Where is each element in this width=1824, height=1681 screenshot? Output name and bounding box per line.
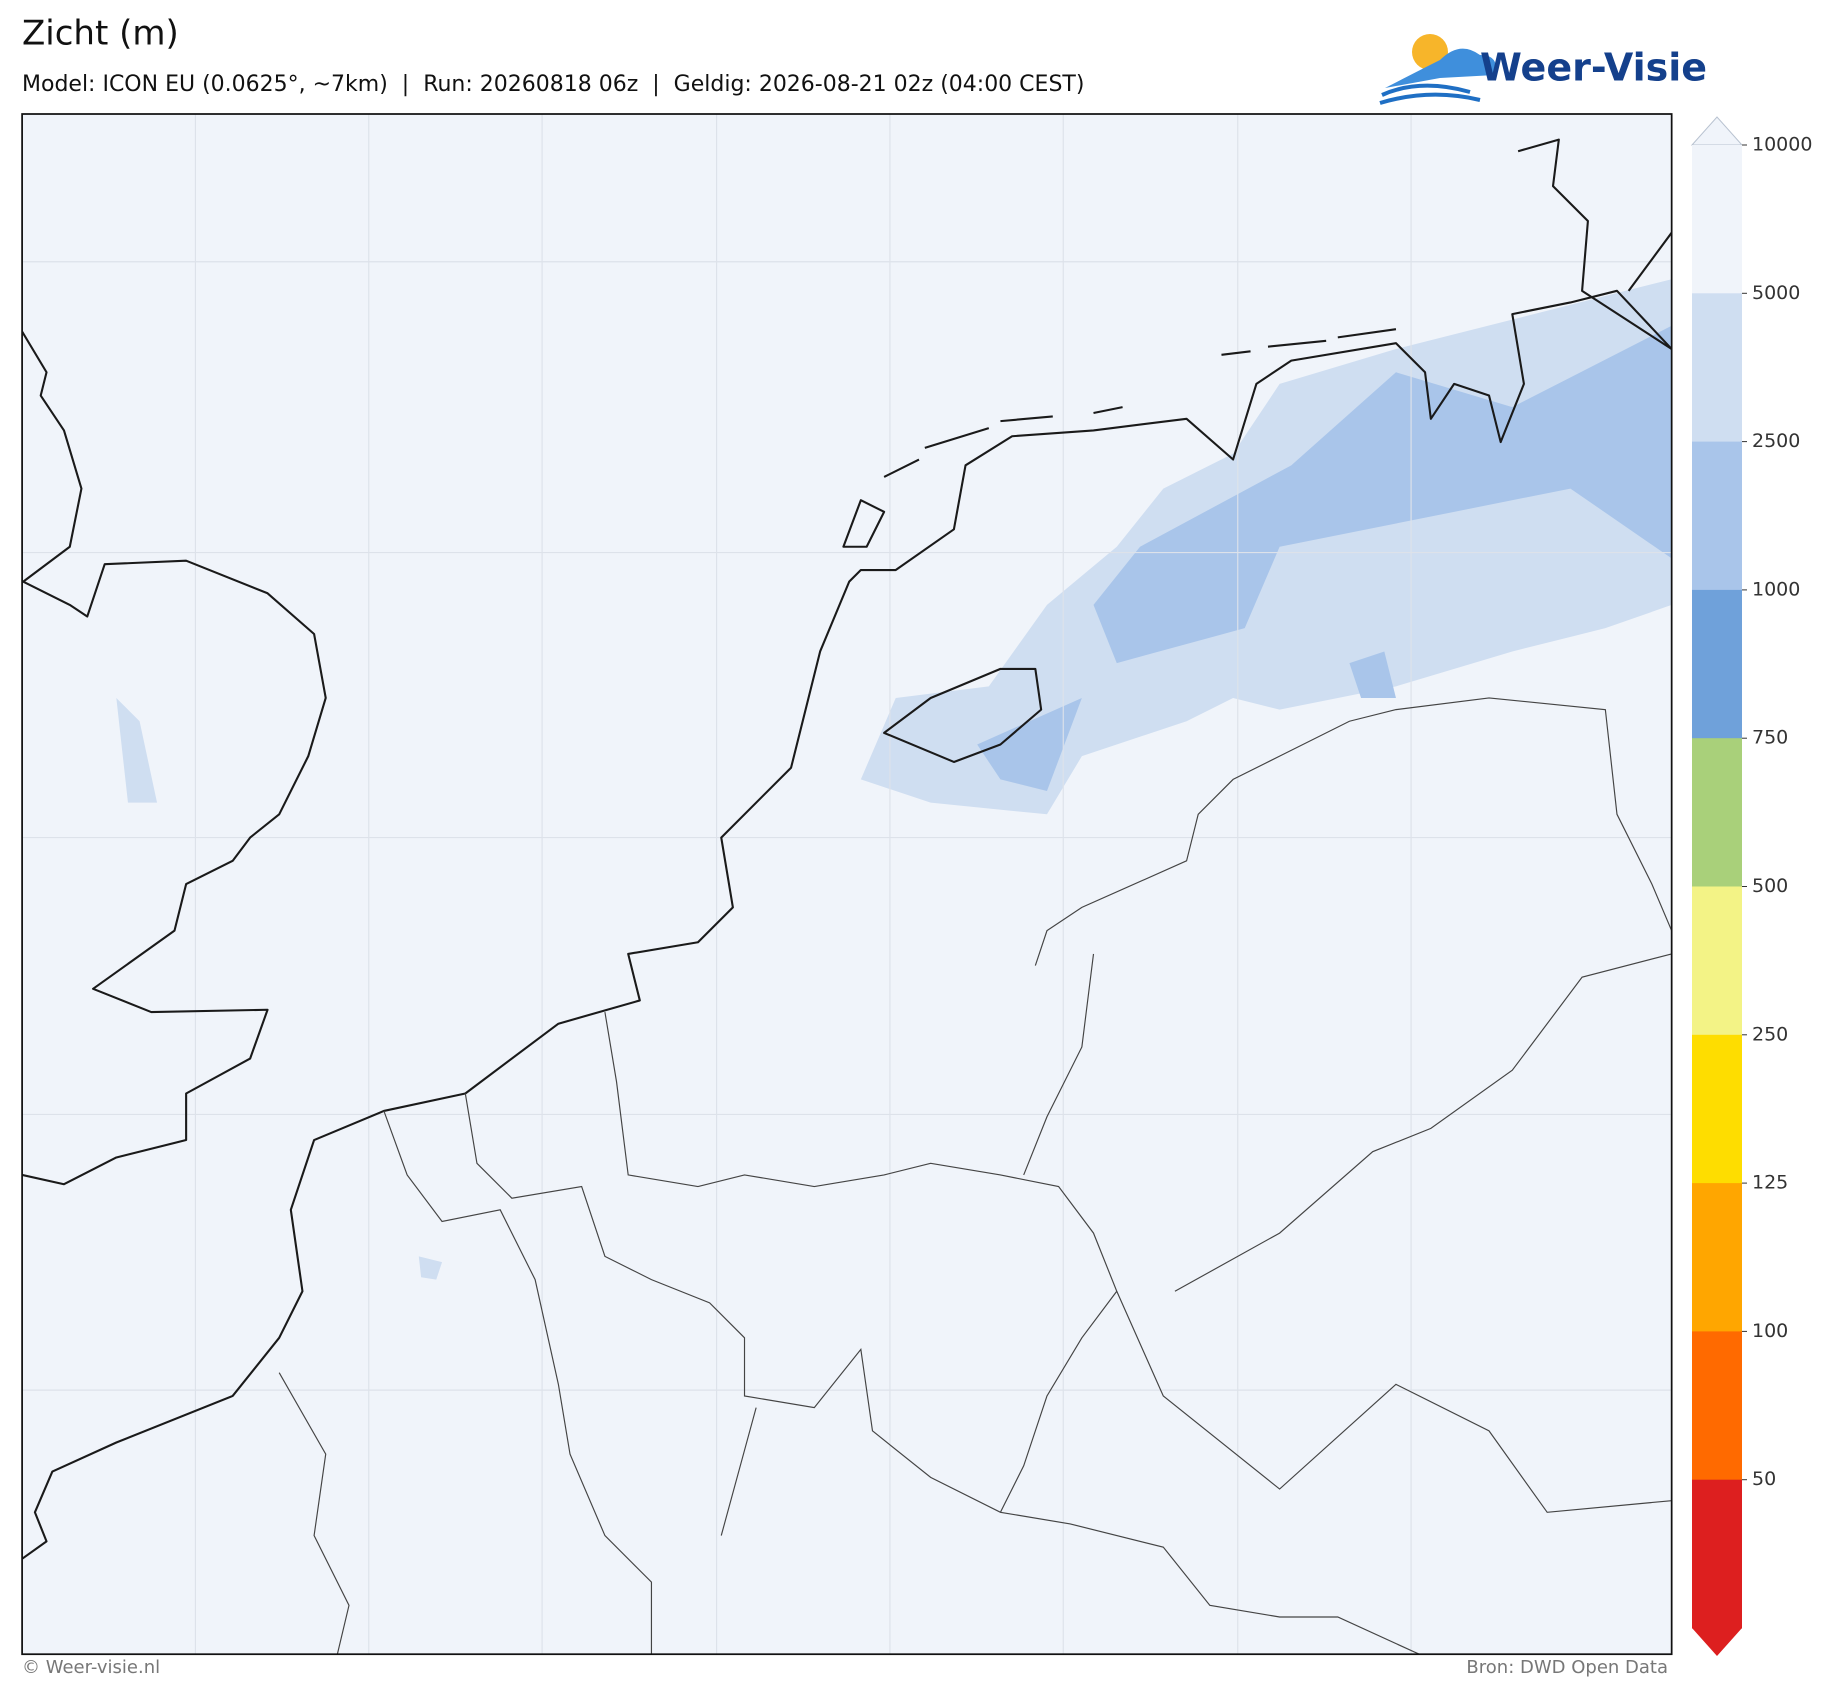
colorbar-extension — [1690, 116, 1744, 146]
colorbar-segment — [1692, 886, 1742, 1036]
colorbar-label: 250 — [1752, 1023, 1788, 1045]
colorbar: 10000 5000 2500 1000 750 500 250 125 100 50 — [1690, 116, 1812, 1656]
colorbar-label: 5000 — [1752, 282, 1800, 304]
colorbar-label: 2500 — [1752, 430, 1800, 452]
colorbar-label: 1000 — [1752, 578, 1800, 600]
subtitle: Model: ICON EU (0.0625°, ~7km) | Run: 20… — [22, 72, 1084, 97]
colorbar-segment — [1692, 441, 1742, 591]
logo-text: Weer-Visie — [1480, 46, 1707, 90]
footer-source: Bron: DWD Open Data — [1466, 1657, 1668, 1678]
colorbar-segment — [1692, 1183, 1742, 1332]
title: Zicht (m) — [22, 14, 179, 54]
colorbar-extension — [1692, 1628, 1742, 1656]
colorbar-segment — [1692, 1331, 1742, 1481]
colorbar-label: 10000 — [1752, 134, 1812, 156]
colorbar-label: 100 — [1752, 1320, 1788, 1342]
colorbar-label: 50 — [1752, 1468, 1776, 1490]
colorbar-segment — [1692, 738, 1742, 887]
colorbar-label: 500 — [1752, 875, 1788, 897]
colorbar-segment — [1692, 293, 1742, 443]
colorbar-segment — [1692, 1479, 1742, 1629]
colorbar-segment — [1692, 1034, 1742, 1184]
logo: Weer-Visie — [1379, 34, 1707, 105]
footer-credit: © Weer-visie.nl — [22, 1657, 160, 1678]
colorbar-segment — [1692, 145, 1742, 294]
colorbar-segment — [1692, 589, 1742, 739]
colorbar-label: 750 — [1752, 727, 1788, 749]
colorbar-label: 125 — [1752, 1172, 1788, 1194]
map — [21, 113, 1673, 1656]
